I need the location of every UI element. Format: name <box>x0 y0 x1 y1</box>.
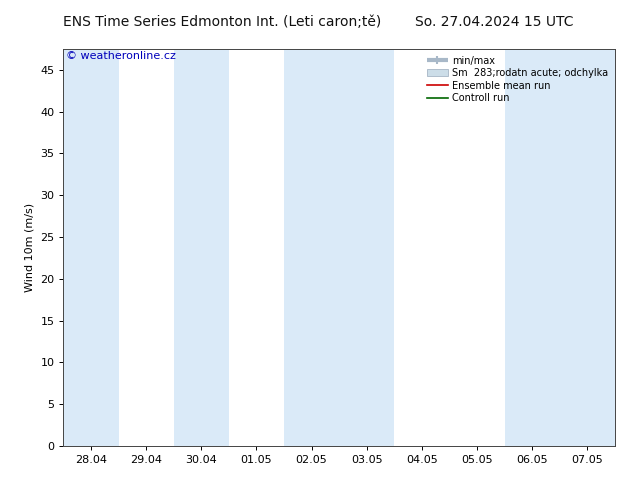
Bar <box>284 49 394 446</box>
Y-axis label: Wind 10m (m/s): Wind 10m (m/s) <box>25 203 35 292</box>
Bar <box>505 49 615 446</box>
Text: © weatheronline.cz: © weatheronline.cz <box>66 51 176 61</box>
Text: ENS Time Series Edmonton Int. (Leti caron;tě): ENS Time Series Edmonton Int. (Leti caro… <box>63 15 381 29</box>
Bar <box>174 49 229 446</box>
Bar <box>63 49 119 446</box>
Text: So. 27.04.2024 15 UTC: So. 27.04.2024 15 UTC <box>415 15 574 29</box>
Legend: min/max, Sm  283;rodatn acute; odchylka, Ensemble mean run, Controll run: min/max, Sm 283;rodatn acute; odchylka, … <box>425 54 610 105</box>
